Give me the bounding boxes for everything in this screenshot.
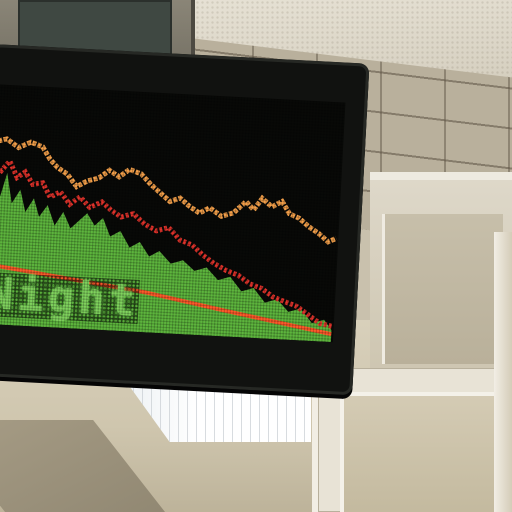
display-screen: Night <box>0 84 345 342</box>
door-jamb <box>494 232 512 512</box>
doorway-opening <box>340 392 494 512</box>
led-display: Night <box>0 44 369 395</box>
wall-recess <box>382 214 503 364</box>
led-display-text: Night <box>0 272 140 324</box>
